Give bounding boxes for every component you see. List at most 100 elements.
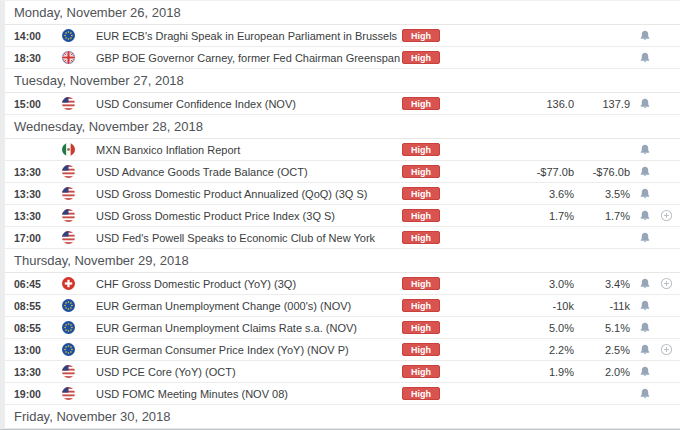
eur-flag-icon [62,321,75,334]
event-row[interactable]: 13:30 USD Advance Goods Trade Balance (OC… [5,161,680,183]
day-header: Thursday, November 29, 2018 [5,249,680,273]
bell-icon[interactable] [630,277,660,290]
expand-plus-icon[interactable] [660,209,680,222]
calendar-content: Monday, November 26, 2018 14:00 EUR ECB's … [5,1,680,429]
bell-icon[interactable] [630,209,660,222]
event-time: 08:55 [5,300,62,312]
economic-calendar: Monday, November 26, 2018 14:00 EUR ECB's … [0,0,680,430]
forecast-value: -$77.0b [440,166,574,178]
importance-badge: High [402,365,440,378]
importance-badge: High [402,187,440,200]
importance-badge: High [402,321,440,334]
event-title: USD PCE Core (YoY) (OCT) [96,366,402,378]
usd-flag-icon [62,165,75,178]
bell-icon[interactable] [630,51,660,64]
event-title: USD Gross Domestic Product Annualized (Q… [96,188,402,200]
expand-plus-icon[interactable] [660,277,680,290]
event-row[interactable]: 14:00 EUR ECB's Draghi Speak in European … [5,25,680,47]
event-row[interactable]: 13:00 EUR German Consumer Price Index (Yo… [5,339,680,361]
event-row[interactable]: 13:30USD Gross Domestic Product Price In… [5,205,680,227]
event-row[interactable]: 15:00USD Consumer Confidence Index (NOV)… [5,93,680,115]
event-row[interactable]: 18:30 GBP BOE Governor Carney, former Fed… [5,47,680,69]
forecast-value: 1.9% [440,366,574,378]
expand-plus-icon[interactable] [660,343,680,356]
event-title: USD Consumer Confidence Index (NOV) [96,98,402,110]
eur-flag-icon [62,29,75,42]
importance-badge: High [402,277,440,290]
bell-icon[interactable] [630,143,660,156]
forecast-value: 3.6% [440,188,574,200]
event-time: 13:30 [5,366,62,378]
usd-flag-icon [62,97,75,110]
previous-value: 2.0% [574,366,630,378]
importance-badge: High [402,51,440,64]
bell-icon[interactable] [630,187,660,200]
event-row[interactable]: 06:45 CHF Gross Domestic Product (YoY) (3… [5,273,680,295]
bell-icon[interactable] [630,29,660,42]
bell-icon[interactable] [630,231,660,244]
forecast-value: 5.0% [440,322,574,334]
usd-flag-icon [62,209,75,222]
eur-flag-icon [62,343,75,356]
event-title: EUR ECB's Draghi Speak in European Parli… [96,30,402,42]
importance-badge: High [402,29,440,42]
event-title: USD Fed's Powell Speaks to Economic Club… [96,232,402,244]
bell-icon[interactable] [630,365,660,378]
event-title: EUR German Consumer Price Index (YoY) (N… [96,344,402,356]
event-row[interactable]: 13:30 USD PCE Core (YoY) (OCT)High1.9%2.0… [5,361,680,383]
previous-value: 1.7% [574,210,630,222]
event-row[interactable]: 17:00 USD Fed's Powell Speaks to Economic… [5,227,680,249]
bell-icon[interactable] [630,165,660,178]
bell-icon[interactable] [630,97,660,110]
usd-flag-icon [62,365,75,378]
event-time: 13:00 [5,344,62,356]
day-header: Tuesday, November 27, 2018 [5,69,680,93]
previous-value: 5.1% [574,322,630,334]
event-title: EUR German Unemployment Claims Rate s.a.… [96,322,402,334]
event-title: USD Advance Goods Trade Balance (OCT) [96,166,402,178]
day-header: Monday, November 26, 2018 [5,1,680,25]
event-time: 18:30 [5,52,62,64]
event-title: USD FOMC Meeting Minutes (NOV 08) [96,388,402,400]
event-row[interactable]: 08:55 EUR German Unemployment Claims Rate… [5,317,680,339]
day-header: Friday, November 30, 2018 [5,405,680,429]
forecast-value: 3.0% [440,278,574,290]
event-time: 08:55 [5,322,62,334]
previous-value: 137.9 [574,98,630,110]
bell-icon[interactable] [630,299,660,312]
previous-value: -11k [574,300,630,312]
event-time: 14:00 [5,30,62,42]
usd-flag-icon [62,187,75,200]
event-title: EUR German Unemployment Change (000's) (… [96,300,402,312]
previous-value: 3.4% [574,278,630,290]
event-row[interactable]: 08:55 EUR German Unemployment Change (000… [5,295,680,317]
event-title: GBP BOE Governor Carney, former Fed Chai… [96,52,402,64]
bell-icon[interactable] [630,343,660,356]
event-time: 13:30 [5,188,62,200]
usd-flag-icon [62,231,75,244]
event-time: 19:00 [5,388,62,400]
event-title: CHF Gross Domestic Product (YoY) (3Q) [96,278,402,290]
mxn-flag-icon [62,143,75,156]
importance-badge: High [402,143,440,156]
eur-flag-icon [62,299,75,312]
previous-value: -$76.0b [574,166,630,178]
importance-badge: High [402,299,440,312]
day-header: Wednesday, November 28, 2018 [5,115,680,139]
previous-value: 3.5% [574,188,630,200]
previous-value: 2.5% [574,344,630,356]
forecast-value: 136.0 [440,98,574,110]
importance-badge: High [402,209,440,222]
gbp-flag-icon [62,51,75,64]
event-time: 06:45 [5,278,62,290]
chf-flag-icon [62,277,75,290]
bell-icon[interactable] [630,387,660,400]
event-time: 13:30 [5,166,62,178]
usd-flag-icon [62,387,75,400]
event-row[interactable]: MXN Banxico Inflation ReportHigh [5,139,680,161]
event-row[interactable]: 13:30 USD Gross Domestic Product Annualiz… [5,183,680,205]
event-time: 17:00 [5,232,62,244]
left-edge-strip [0,1,5,429]
event-row[interactable]: 19:00USD FOMC Meeting Minutes (NOV 08)Hi… [5,383,680,405]
bell-icon[interactable] [630,321,660,334]
